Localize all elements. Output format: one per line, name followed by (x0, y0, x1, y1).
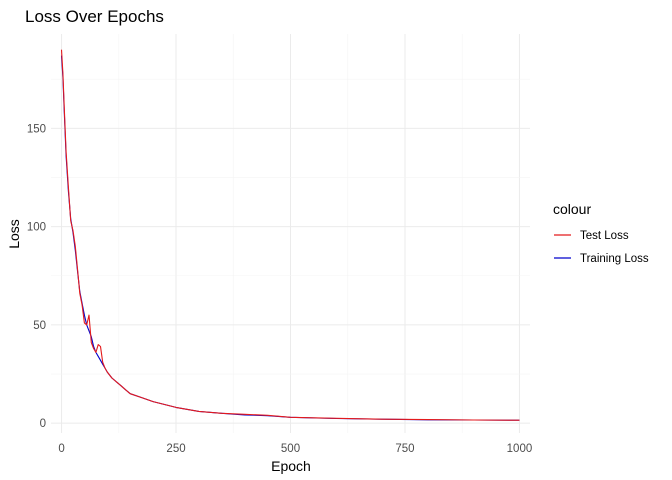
x-axis-ticks: 0 250 500 750 1000 (58, 443, 532, 455)
y-axis-ticks: 0 50 100 150 (27, 123, 46, 430)
grid (51, 34, 530, 433)
chart-title: Loss Over Epochs (25, 7, 164, 26)
legend-label: Test Loss (580, 230, 629, 242)
x-tick-label: 1000 (507, 443, 533, 455)
y-axis-title: Loss (6, 219, 22, 249)
series-lines (60, 49, 520, 421)
legend-title: colour (553, 201, 591, 217)
x-tick-label: 250 (166, 443, 185, 455)
y-tick-label: 100 (27, 222, 46, 234)
y-tick-label: 0 (40, 418, 46, 430)
series-line-test-loss (60, 49, 520, 421)
x-tick-label: 750 (395, 443, 414, 455)
x-tick-label: 0 (58, 443, 64, 455)
legend-label: Training Loss (580, 253, 649, 265)
y-tick-label: 150 (27, 123, 46, 135)
x-axis-title: Epoch (271, 458, 311, 474)
legend: colour Test Loss Training Loss (553, 201, 649, 265)
y-tick-label: 50 (33, 320, 46, 332)
x-tick-label: 500 (281, 443, 300, 455)
